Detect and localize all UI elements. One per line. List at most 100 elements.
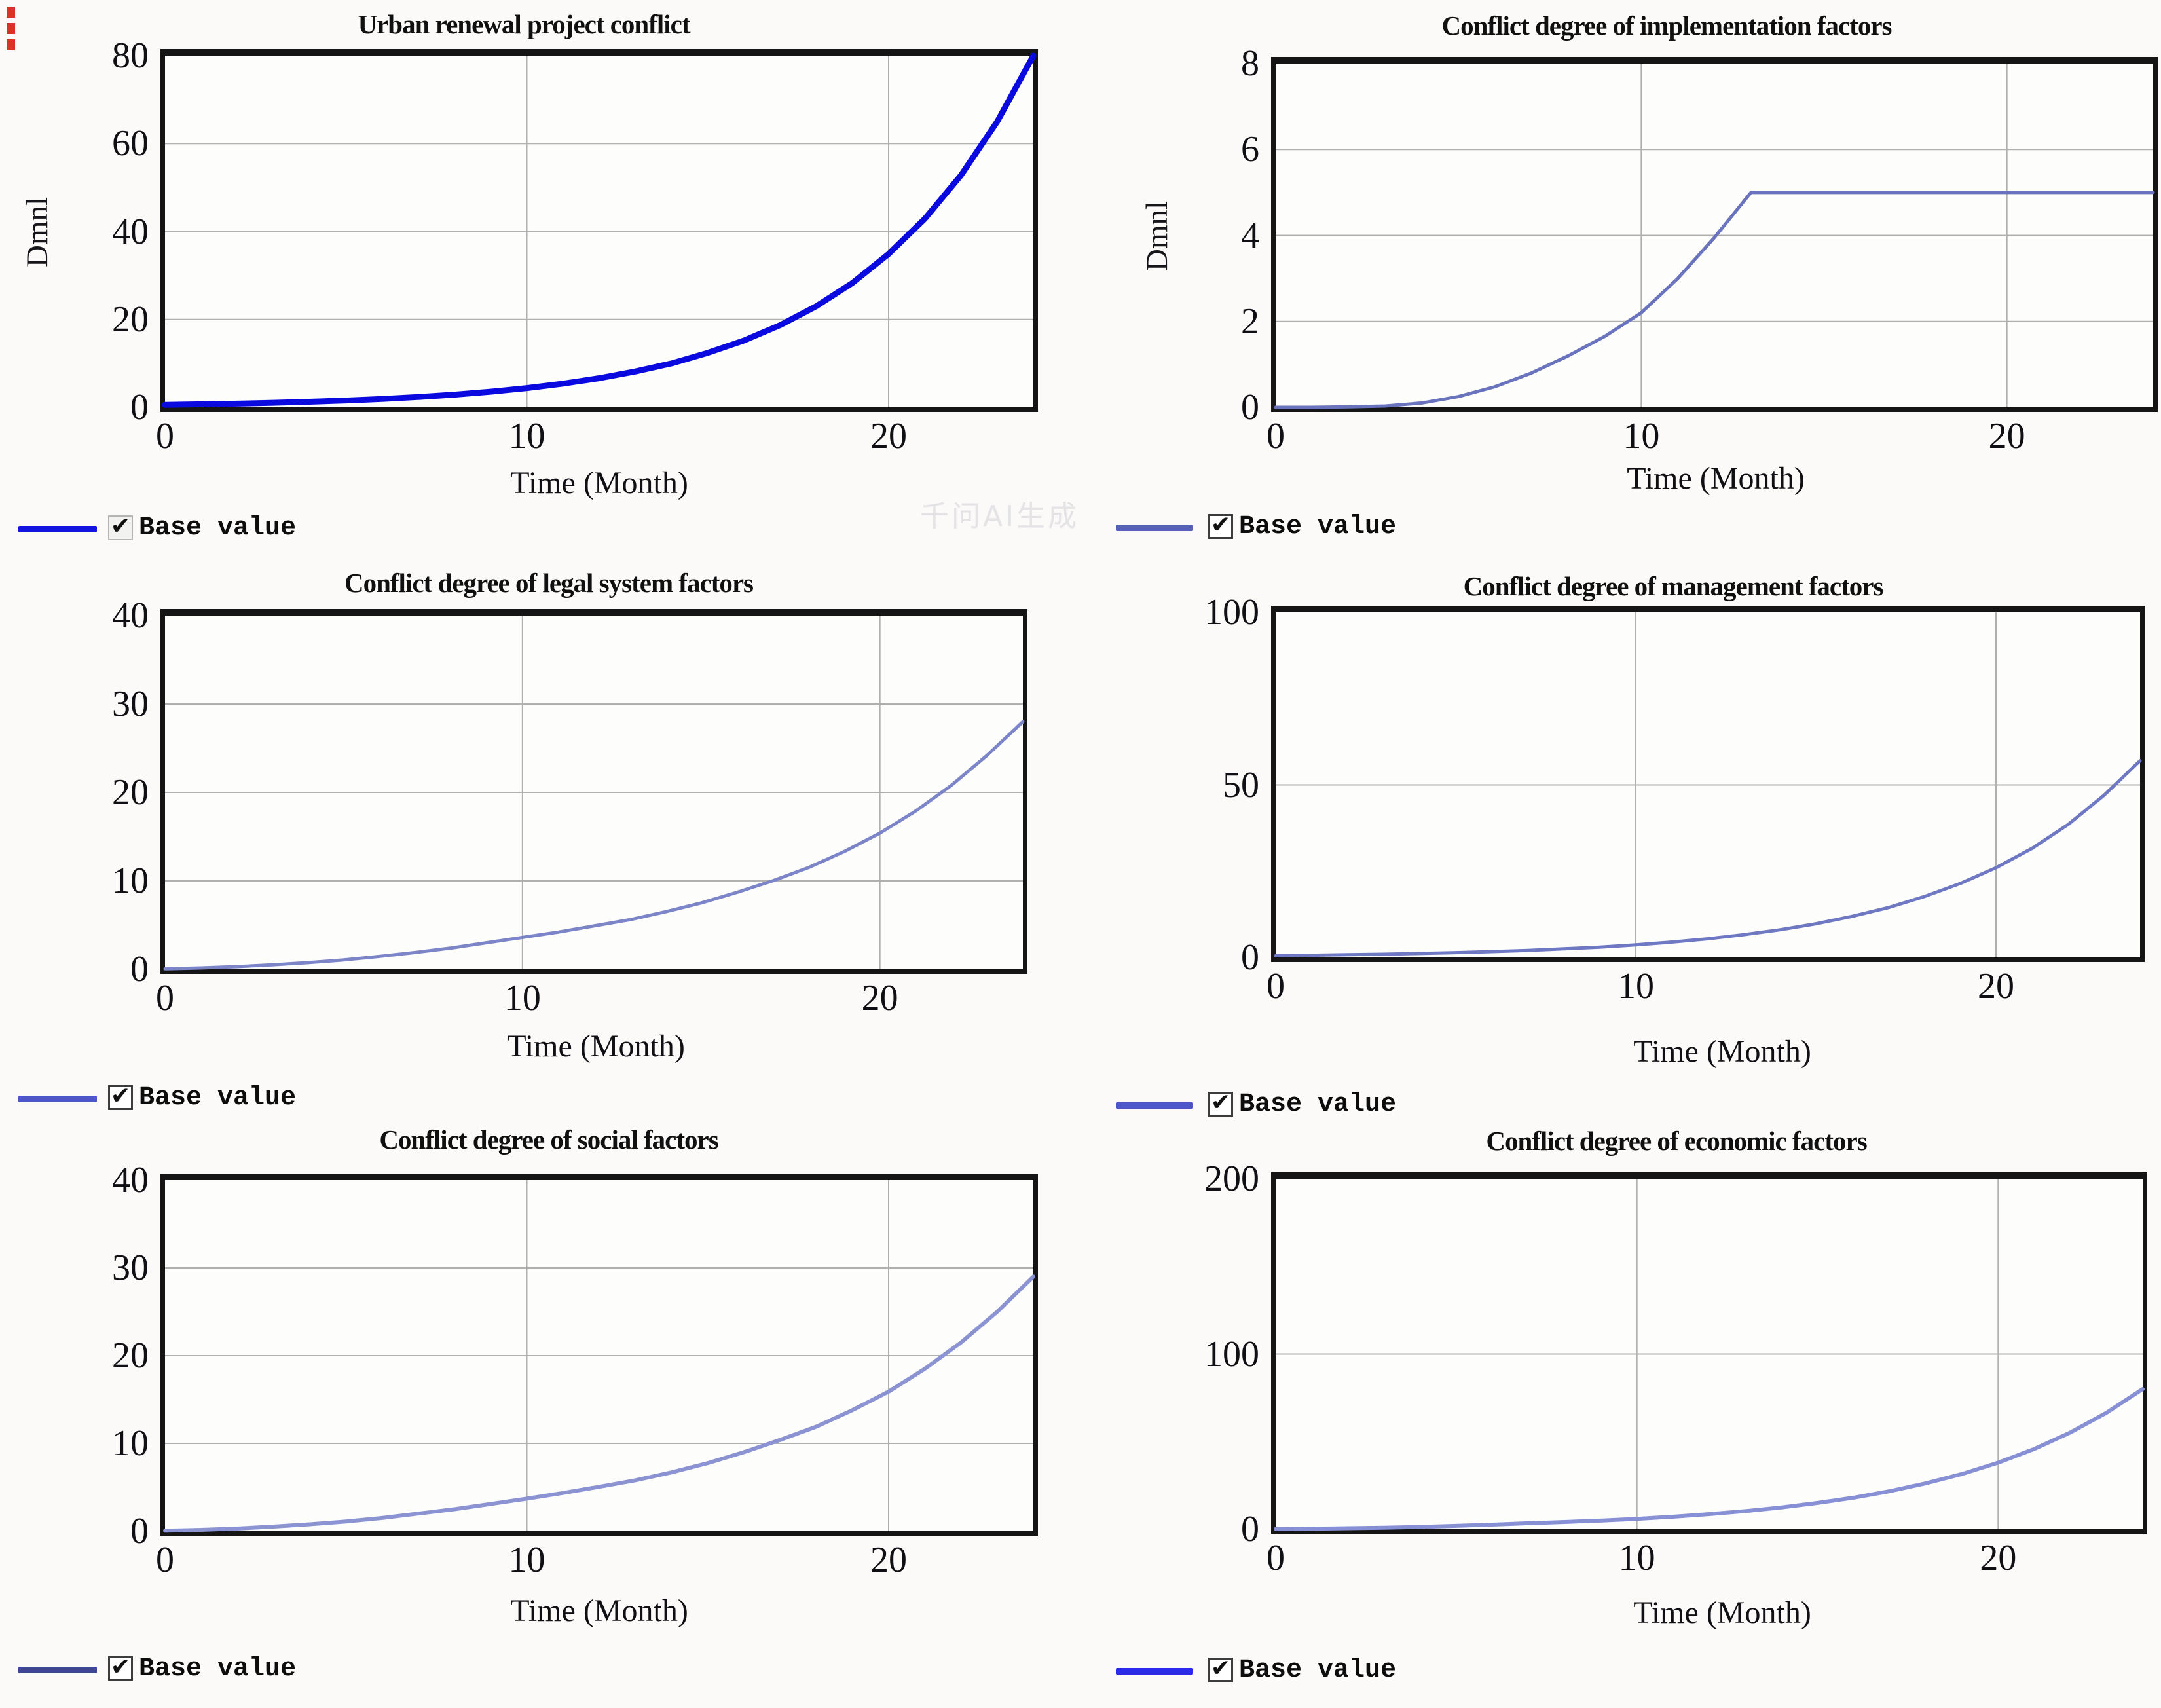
checkmark-icon: ✔ (110, 1083, 131, 1109)
legend-checkbox[interactable]: ✔ (1208, 1089, 1233, 1117)
series-line (1274, 191, 2155, 409)
y-tick-label: 30 (112, 1248, 149, 1288)
legend-checkbox[interactable]: ✔ (1208, 1655, 1233, 1682)
x-axis-label: Time (Month) (1633, 1595, 1811, 1630)
y-tick-label: 40 (112, 595, 149, 636)
legend-label: Base value (1239, 512, 1397, 542)
chart-title: Conflict degree of management factors (1463, 571, 1884, 601)
legend-checkbox[interactable]: ✔ (108, 1656, 133, 1681)
y-tick-label: 2 (1241, 301, 1259, 342)
x-tick-label: 20 (870, 416, 907, 456)
y-tick-label: 200 (1204, 1159, 1259, 1199)
red-marker (7, 7, 15, 18)
y-tick-label: 100 (1204, 1333, 1259, 1375)
y-tick-label: 0 (130, 949, 149, 990)
plot-area (160, 609, 1027, 974)
legend-label: Base value (1239, 1656, 1397, 1685)
legend-label: Base value (139, 1654, 297, 1684)
x-tick-label: 0 (156, 416, 174, 456)
plot-area (160, 1174, 1038, 1536)
legend-line-swatch (1116, 1668, 1193, 1675)
legend-line-swatch (18, 1096, 97, 1102)
x-tick-label: 10 (1618, 1538, 1655, 1578)
plot-area (1271, 1172, 2147, 1534)
x-tick-label: 10 (508, 1540, 545, 1580)
x-tick-label: 0 (156, 1540, 174, 1580)
x-tick-label: 10 (508, 416, 545, 456)
y-tick-label: 100 (1204, 592, 1259, 633)
legend-label: Base value (1239, 1090, 1397, 1119)
x-axis-label: Time (Month) (1633, 1034, 1811, 1069)
x-tick-label: 0 (1266, 1538, 1285, 1578)
chart-title: Urban renewal project conflict (358, 9, 690, 39)
y-tick-label: 80 (112, 35, 149, 76)
x-axis-label: Time (Month) (510, 1593, 688, 1628)
y-tick-label: 10 (112, 861, 149, 901)
series-line (163, 1274, 1035, 1533)
series-line (1274, 1387, 2145, 1531)
chart-title: Conflict degree of implementation factor… (1441, 10, 1893, 41)
y-tick-label: 0 (130, 387, 149, 428)
y-tick-label: 0 (1241, 387, 1259, 428)
legend-line-swatch (1116, 1102, 1193, 1109)
plot-canvas (1274, 1179, 2145, 1531)
y-axis-unit-label: Dmnl (20, 196, 54, 267)
legend-label: Base value (139, 513, 297, 543)
y-tick-label: 0 (1241, 937, 1259, 978)
chart-title: Conflict degree of economic factors (1486, 1126, 1867, 1156)
plot-canvas (162, 52, 1037, 408)
x-axis-label: Time (Month) (1627, 461, 1805, 496)
red-marker (7, 39, 15, 50)
legend-checkbox[interactable]: ✔ (108, 1085, 133, 1110)
y-tick-label: 40 (112, 1160, 149, 1200)
checkmark-icon: ✔ (1210, 1089, 1231, 1116)
red-marker (7, 23, 15, 34)
x-tick-label: 20 (870, 1540, 907, 1580)
series-line (1274, 759, 2142, 957)
legend-line-swatch (18, 526, 97, 532)
checkmark-icon: ✔ (1210, 1655, 1231, 1682)
plot-canvas (163, 616, 1025, 971)
x-tick-label: 0 (1266, 416, 1285, 456)
y-tick-label: 10 (112, 1423, 149, 1464)
watermark: 千问AI生成 (920, 500, 1080, 533)
legend-line-swatch (18, 1667, 97, 1673)
chart-title: Conflict degree of social factors (379, 1124, 718, 1155)
plot-canvas (1274, 64, 2155, 409)
plot-canvas (163, 1180, 1035, 1533)
x-tick-label: 20 (1980, 1538, 2017, 1578)
y-tick-label: 20 (112, 1335, 149, 1376)
x-tick-label: 10 (504, 978, 541, 1018)
y-tick-label: 60 (112, 123, 149, 164)
y-tick-label: 40 (112, 211, 149, 252)
plot-area (160, 49, 1038, 412)
legend-checkbox[interactable]: ✔ (108, 515, 133, 540)
series-line (163, 720, 1025, 971)
y-tick-label: 30 (112, 684, 149, 724)
checkmark-icon: ✔ (1210, 511, 1231, 538)
checkmark-icon: ✔ (110, 1654, 131, 1680)
x-axis-label: Time (Month) (510, 466, 688, 500)
series-line (162, 52, 1037, 408)
y-tick-label: 0 (1241, 1509, 1259, 1550)
y-tick-label: 8 (1241, 43, 1259, 84)
x-axis-label: Time (Month) (507, 1029, 685, 1064)
y-tick-label: 20 (112, 299, 149, 340)
legend-checkbox[interactable]: ✔ (1208, 511, 1233, 539)
legend-line-swatch (1116, 525, 1193, 531)
x-tick-label: 0 (1266, 966, 1285, 1007)
x-tick-label: 20 (1978, 966, 2014, 1007)
chart-title: Conflict degree of legal system factors (344, 568, 754, 598)
y-tick-label: 4 (1241, 215, 1259, 256)
y-tick-label: 20 (112, 772, 149, 813)
x-tick-label: 20 (1988, 416, 2025, 456)
x-tick-label: 10 (1623, 416, 1660, 456)
x-tick-label: 0 (156, 978, 174, 1018)
checkmark-icon: ✔ (110, 513, 131, 540)
x-tick-label: 20 (861, 978, 898, 1018)
